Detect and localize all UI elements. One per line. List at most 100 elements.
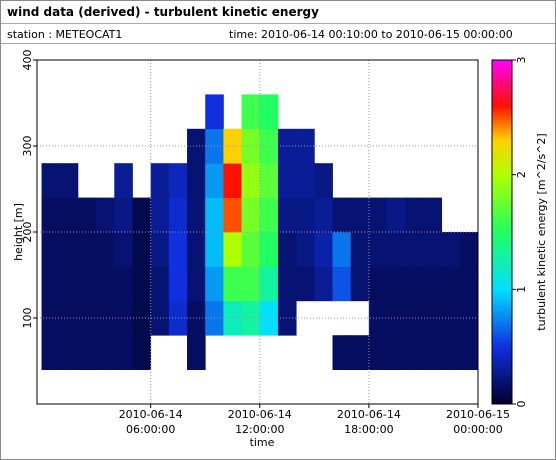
x-tick-label: 12:00:00 (235, 423, 284, 436)
x-axis-label: time (250, 436, 275, 449)
heat-cell (96, 335, 115, 370)
heat-cell (59, 335, 79, 370)
y-tick-label: 100 (21, 308, 34, 329)
heat-cell (241, 232, 261, 267)
colorbar-tick-label: 3 (515, 57, 528, 64)
heat-cell (59, 163, 79, 198)
heat-cell (59, 197, 79, 233)
heat-cell (405, 232, 424, 267)
heat-cell (132, 300, 152, 336)
heat-cell (168, 197, 188, 233)
heat-cell (277, 232, 297, 267)
heat-cell (314, 232, 333, 267)
x-tick-label: 00:00:00 (453, 423, 502, 436)
heat-cell (41, 163, 61, 198)
heat-cell (187, 197, 206, 233)
heat-cell (277, 128, 297, 164)
heat-cell (441, 335, 461, 370)
heat-cell (423, 197, 443, 233)
heat-cell (259, 197, 279, 233)
heat-cell (223, 163, 242, 198)
heat-cell (368, 232, 388, 267)
x-tick-label: 2010-06-15 (446, 408, 510, 421)
heat-cell (59, 232, 79, 267)
heat-cell (168, 232, 188, 267)
heat-cell (387, 266, 406, 302)
heat-cell (441, 266, 461, 302)
heat-cell (96, 197, 115, 233)
heat-cell (132, 232, 152, 267)
heat-cell (77, 300, 97, 336)
heat-cell (350, 197, 370, 233)
heat-cell (350, 266, 370, 302)
heat-cell (187, 266, 206, 302)
heat-cell (187, 163, 206, 198)
time-range: time: 2010-06-14 00:10:00 to 2010-06-15 … (229, 28, 513, 41)
heat-cell (423, 300, 443, 336)
heat-cell (241, 94, 261, 130)
heat-cell (387, 197, 406, 233)
colorbar-tick-label: 2 (515, 171, 528, 178)
heat-cell (187, 335, 206, 370)
heat-cell (259, 300, 279, 336)
heat-cell (114, 335, 133, 370)
heat-cell (259, 266, 279, 302)
heat-cell (77, 232, 97, 267)
heat-cell (387, 335, 406, 370)
heat-cell (387, 232, 406, 267)
title: wind data (derived) - turbulent kinetic … (7, 5, 319, 19)
x-tick-label: 06:00:00 (126, 423, 175, 436)
heat-cell (350, 232, 370, 267)
colorbar (491, 59, 513, 405)
heat-cell (241, 197, 261, 233)
heat-cell (441, 300, 461, 336)
heat-cell (150, 266, 170, 302)
x-tick-label: 2010-06-14 (228, 408, 292, 421)
heat-cell (41, 266, 61, 302)
heat-cell (168, 163, 188, 198)
heat-cell (41, 335, 61, 370)
heat-cell (277, 266, 297, 302)
heat-cell (114, 232, 133, 267)
heat-cell (205, 94, 224, 130)
y-axis-label: height [m] (12, 203, 25, 261)
y-tick-label: 300 (21, 136, 34, 157)
heat-cell (223, 197, 242, 233)
heat-cell (423, 266, 443, 302)
divider (1, 23, 555, 24)
heat-cell (405, 197, 424, 233)
heat-cell (259, 94, 279, 130)
heat-cell (59, 266, 79, 302)
divider (1, 43, 555, 44)
heat-cell (259, 232, 279, 267)
heat-cell (150, 197, 170, 233)
heat-cell (59, 300, 79, 336)
y-tick-label: 200 (21, 222, 34, 243)
heat-cell (405, 266, 424, 302)
heat-cell (332, 335, 352, 370)
heat-cell (187, 232, 206, 267)
heat-cell (96, 232, 115, 267)
x-tick-label: 2010-06-14 (119, 408, 183, 421)
heat-cell (314, 197, 333, 233)
heat-cell (223, 232, 242, 267)
heat-cell (277, 163, 297, 198)
heat-cell (368, 197, 388, 233)
heat-cell (205, 163, 224, 198)
heat-cell (350, 335, 370, 370)
heat-cell (314, 163, 333, 198)
heat-cell (241, 266, 261, 302)
heat-cell (296, 232, 315, 267)
heat-cell (132, 266, 152, 302)
heat-cell (41, 300, 61, 336)
x-tick-label: 2010-06-14 (337, 408, 401, 421)
heat-cell (150, 232, 170, 267)
heat-cell (114, 163, 133, 198)
heat-cell (368, 335, 388, 370)
heat-cell (205, 266, 224, 302)
heat-cell (368, 266, 388, 302)
heat-cell (296, 163, 315, 198)
heat-cell (259, 163, 279, 198)
colorbar-tick-label: 0 (515, 401, 528, 408)
